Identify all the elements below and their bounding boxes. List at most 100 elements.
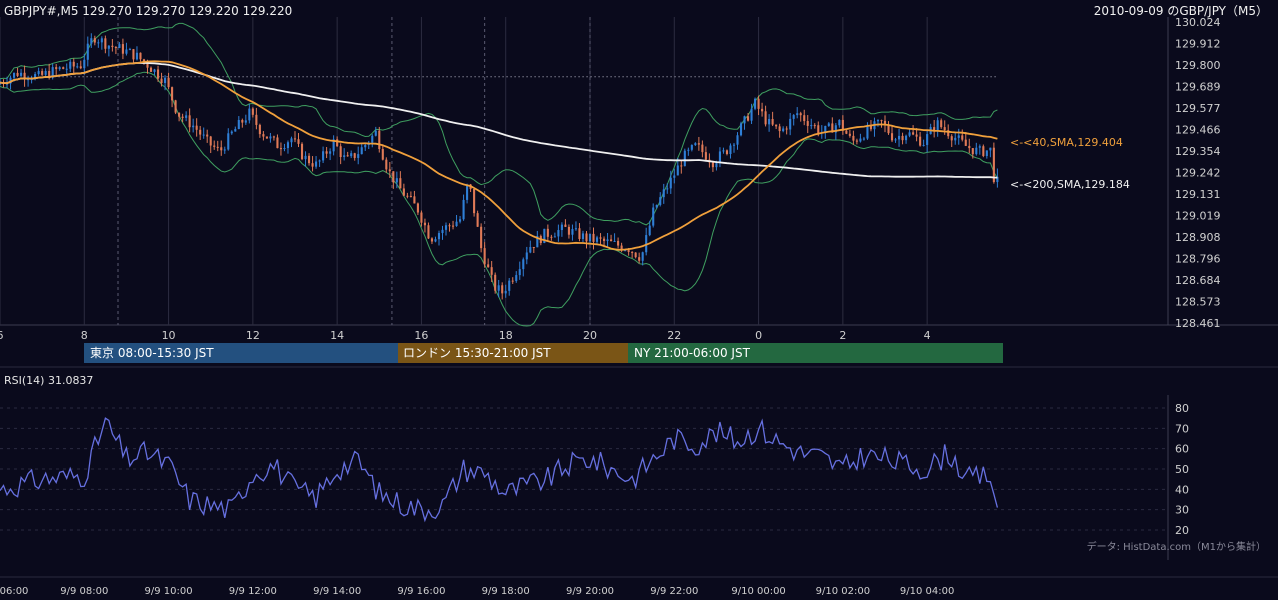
candle-down (915, 134, 918, 137)
price-tick-label: 128.684 (1175, 274, 1221, 287)
candle-down (181, 116, 184, 118)
candle-up (286, 142, 290, 149)
candle-down (23, 72, 26, 80)
candle-up (553, 236, 556, 238)
candle-up (522, 259, 525, 270)
hour-tick-label: 20 (583, 329, 597, 342)
rsi-tick-label: 80 (1175, 402, 1189, 415)
candle-up (750, 108, 753, 121)
candle-up (722, 150, 725, 152)
price-axis: 130.024 129.912 129.800 129.689 129.577 129.4… (1175, 16, 1221, 330)
candle-up (736, 135, 739, 145)
candle-up (51, 67, 54, 78)
candle-down (146, 62, 149, 68)
candle-down (567, 226, 570, 235)
candle-down (255, 114, 258, 125)
candle-up (434, 239, 437, 242)
candle-up (107, 45, 110, 49)
candle-up (364, 145, 367, 148)
candle-up (718, 151, 721, 164)
candle-up (975, 147, 978, 155)
bollinger-upper (0, 22, 998, 226)
candle-up (894, 139, 897, 141)
candle-down (592, 233, 595, 242)
candle-down (564, 224, 567, 227)
candle-down (325, 151, 328, 154)
candle-down (420, 212, 423, 223)
candle-up (648, 225, 651, 236)
candle-down (697, 143, 700, 145)
time-tick-label: 9/9 18:00 (482, 586, 530, 597)
candle-up (588, 233, 592, 242)
candle-down (912, 132, 915, 135)
candle-up (655, 204, 658, 208)
candle-down (427, 225, 430, 239)
chart-title: 2010-09-09 のGBP/JPY（M5） (1094, 4, 1268, 18)
candle-up (690, 145, 693, 150)
candle-up (957, 135, 960, 138)
rsi-tick-label: 20 (1175, 524, 1189, 537)
candle-up (796, 113, 799, 116)
candle-down (852, 135, 855, 141)
candle-up (315, 161, 318, 167)
candle-up (838, 119, 841, 126)
candle-up (978, 146, 981, 148)
candle-down (188, 115, 191, 128)
candle-down (413, 196, 416, 204)
candle-down (149, 67, 153, 72)
candle-down (16, 72, 19, 76)
candle-up (954, 137, 957, 141)
candle-down (262, 134, 265, 137)
candle-down (48, 70, 51, 78)
hour-tick-label: 22 (667, 329, 681, 342)
candle-down (968, 145, 971, 149)
candle-down (300, 143, 304, 160)
time-tick-label: 9/10 00:00 (731, 586, 785, 597)
hour-tick-label: 0 (755, 329, 762, 342)
candle-up (202, 134, 205, 136)
candle-up (985, 150, 988, 157)
candle-down (293, 138, 297, 140)
candle-up (30, 79, 33, 81)
candle-up (641, 252, 644, 261)
candle-down (883, 120, 887, 126)
candle-down (785, 128, 788, 130)
session-label-tokyo: 東京 08:00-15:30 JST (90, 346, 214, 360)
candle-down (992, 147, 995, 183)
time-tick-label: 06:00 (0, 586, 28, 597)
candle-up (20, 72, 23, 76)
hour-tick-label: 18 (499, 329, 513, 342)
rsi-path (0, 417, 999, 523)
candle-up (936, 120, 939, 131)
rsi-label: RSI(14) 31.0837 (4, 374, 93, 387)
candle-up (164, 77, 167, 84)
candle-down (725, 150, 729, 155)
symbol-info: GBPJPY#,M5 129.270 129.270 129.220 129.2… (4, 4, 292, 18)
candle-down (778, 126, 781, 132)
candle-up (525, 252, 528, 260)
candle-down (806, 121, 809, 126)
sma40-label: <-<40,SMA,129.404 (1010, 136, 1123, 149)
candle-down (599, 237, 602, 239)
candle-down (402, 188, 405, 196)
candle-down (501, 285, 504, 294)
candle-up (687, 149, 690, 151)
candle-down (617, 240, 620, 246)
candle-down (307, 155, 311, 164)
candle-up (827, 123, 830, 126)
candle-up (37, 71, 40, 75)
hour-axis: 6 8 10 12 14 16 18 20 22 0 2 4 (0, 329, 931, 342)
candle-up (529, 247, 532, 253)
candle-up (374, 130, 377, 136)
candle-down (430, 238, 434, 242)
candle-down (272, 136, 275, 138)
candle-down (901, 135, 904, 141)
candle-up (118, 44, 121, 48)
candle-up (824, 125, 827, 133)
candle-up (234, 129, 237, 132)
candle-down (817, 125, 820, 134)
time-tick-label: 9/9 12:00 (229, 586, 277, 597)
candle-up (926, 134, 929, 145)
candle-up (659, 197, 662, 205)
hour-tick-label: 14 (330, 329, 344, 342)
